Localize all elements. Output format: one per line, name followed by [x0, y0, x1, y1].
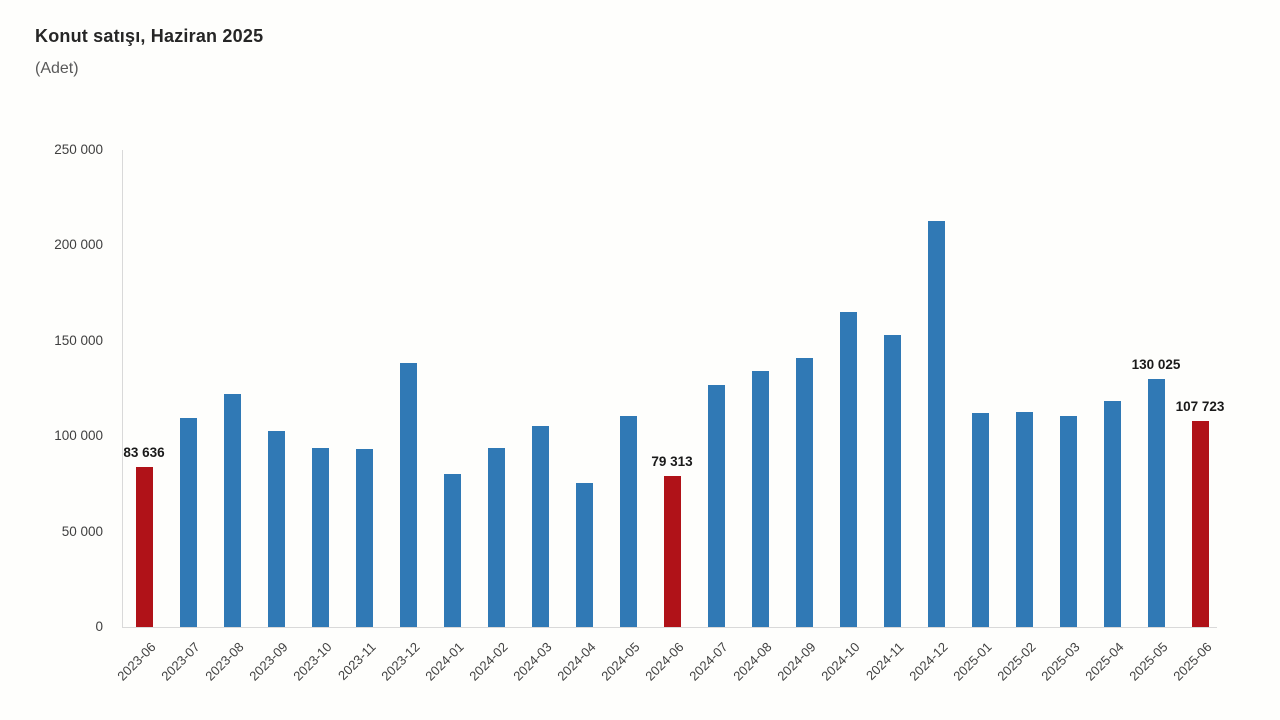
bar-value-label-2023-06: 83 636	[123, 445, 165, 460]
bar-2024-11[interactable]	[883, 335, 901, 627]
x-tick-label-2023-11: 2023-11	[335, 639, 379, 683]
x-tick-label-2023-09: 2023-09	[246, 639, 291, 684]
bar-2024-02[interactable]	[487, 448, 505, 627]
bar-value-label-2025-06: 107 723	[1175, 399, 1225, 414]
bar-2023-11[interactable]	[355, 449, 373, 627]
x-tick-label-2023-10: 2023-10	[290, 639, 335, 684]
bar-2024-04[interactable]	[575, 483, 593, 627]
x-tick-label-2024-09: 2024-09	[774, 639, 819, 684]
bar-2024-07[interactable]	[707, 385, 725, 627]
bar-2024-08[interactable]	[751, 371, 769, 627]
bar-2023-06[interactable]	[135, 467, 153, 627]
bar-2023-12[interactable]	[399, 363, 417, 627]
y-tick-label: 100 000	[54, 428, 103, 444]
bar-2024-05[interactable]	[619, 416, 637, 627]
x-tick-label-2023-07: 2023-07	[158, 639, 203, 684]
x-tick-label-2025-04: 2025-04	[1082, 639, 1127, 684]
x-tick-label-2024-05: 2024-05	[598, 639, 643, 684]
y-tick-label: 250 000	[54, 142, 103, 157]
x-tick-label-2024-12: 2024-12	[906, 639, 951, 684]
bar-2024-09[interactable]	[795, 358, 813, 627]
bar-value-label-2024-06: 79 313	[651, 454, 693, 469]
bar-2023-09[interactable]	[267, 431, 285, 627]
y-tick-label: 50 000	[61, 523, 103, 539]
chart-unit-subtitle: (Adet)	[35, 60, 79, 77]
x-tick-label-2023-12: 2023-12	[378, 639, 423, 684]
bar-2025-01[interactable]	[971, 413, 989, 627]
x-tick-label-2025-03: 2025-03	[1038, 639, 1083, 684]
y-axis-line	[122, 150, 123, 627]
y-tick-label: 0	[95, 619, 103, 634]
x-tick-label-2023-08: 2023-08	[202, 639, 247, 684]
bar-2024-03[interactable]	[531, 426, 549, 627]
x-tick-label-2024-07: 2024-07	[686, 639, 731, 684]
bar-2023-10[interactable]	[311, 448, 329, 627]
x-tick-label-2024-01: 2024-01	[422, 639, 467, 684]
chart-title: Konut satışı, Haziran 2025	[35, 26, 264, 46]
bar-2025-05[interactable]	[1147, 379, 1165, 627]
bar-2023-07[interactable]	[179, 418, 197, 627]
x-axis-line	[122, 627, 1217, 628]
bar-2024-06[interactable]	[663, 476, 681, 627]
bar-2024-10[interactable]	[839, 312, 857, 627]
x-tick-label-2025-06: 2025-06	[1170, 639, 1215, 684]
x-tick-label-2025-01: 2025-01	[950, 639, 995, 684]
x-tick-label-2024-11: 2024-11	[863, 639, 907, 683]
bar-2024-01[interactable]	[443, 474, 461, 627]
y-tick-label: 150 000	[54, 332, 103, 348]
bar-2024-12[interactable]	[927, 221, 945, 627]
x-tick-label-2023-06: 2023-06	[114, 639, 159, 684]
bar-2025-03[interactable]	[1059, 416, 1077, 627]
x-tick-label-2024-03: 2024-03	[510, 639, 555, 684]
bar-value-label-2025-05: 130 025	[1131, 357, 1181, 372]
y-tick-label: 200 000	[54, 237, 103, 253]
x-tick-label-2024-10: 2024-10	[818, 639, 863, 684]
bar-2025-06[interactable]	[1191, 421, 1209, 627]
bar-2023-08[interactable]	[223, 394, 241, 627]
bar-2025-04[interactable]	[1103, 401, 1121, 627]
x-tick-label-2024-04: 2024-04	[554, 639, 599, 684]
x-tick-label-2025-05: 2025-05	[1126, 639, 1171, 684]
x-tick-label-2024-08: 2024-08	[730, 639, 775, 684]
x-tick-label-2024-06: 2024-06	[642, 639, 687, 684]
x-tick-label-2025-02: 2025-02	[994, 639, 1039, 684]
x-tick-label-2024-02: 2024-02	[466, 639, 511, 684]
bar-2025-02[interactable]	[1015, 412, 1033, 627]
